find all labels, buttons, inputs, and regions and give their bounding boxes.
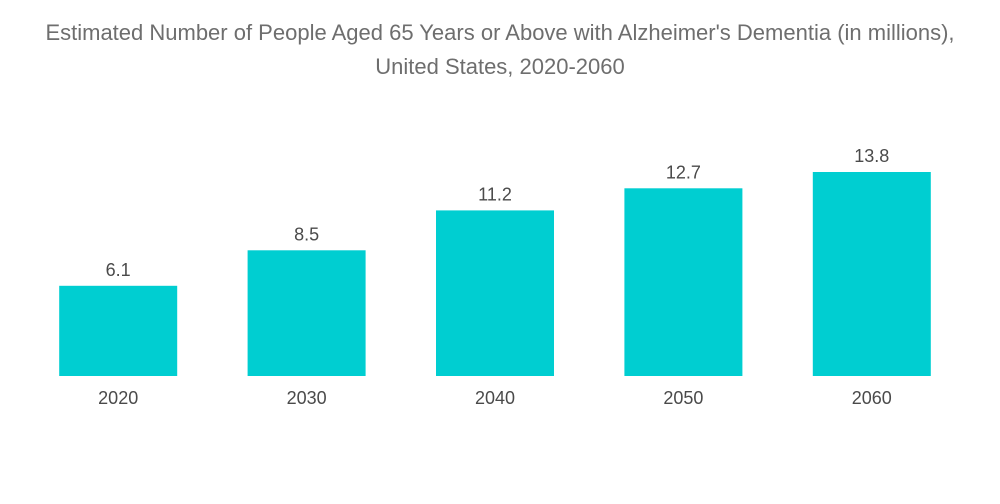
x-axis-tick-labels: 2020 2030 2040 2050 2060	[98, 388, 892, 408]
value-label-2050: 12.7	[666, 162, 701, 182]
bar-2030	[247, 250, 366, 376]
value-labels-layer: 6.1 8.5 11.2 12.7 13.8	[106, 146, 890, 280]
bars-layer	[59, 172, 931, 376]
value-label-2030: 8.5	[294, 224, 319, 244]
x-tick-label-2030: 2030	[287, 388, 327, 408]
x-tick-label-2040: 2040	[475, 388, 515, 408]
x-tick-label-2060: 2060	[852, 388, 892, 408]
bar-2050	[624, 188, 743, 376]
bar-2020	[59, 285, 178, 376]
x-tick-label-2020: 2020	[98, 388, 138, 408]
bar-2060	[812, 172, 931, 376]
bar-2040	[436, 210, 554, 376]
value-label-2020: 6.1	[106, 260, 131, 280]
value-label-2060: 13.8	[854, 146, 889, 166]
x-tick-label-2050: 2050	[663, 388, 703, 408]
value-label-2040: 11.2	[478, 184, 512, 204]
chart-title: Estimated Number of People Aged 65 Years…	[45, 20, 955, 79]
